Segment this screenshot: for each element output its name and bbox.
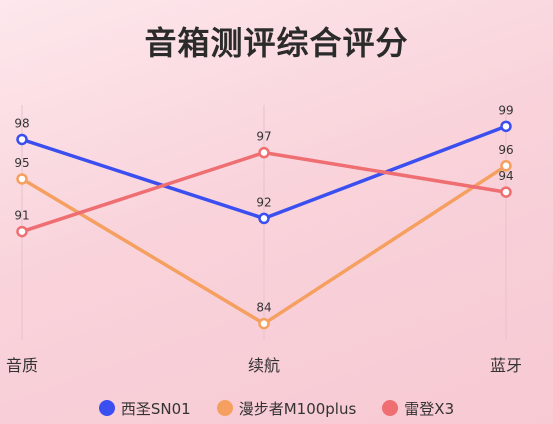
x-tick-label: 音质 bbox=[6, 356, 38, 375]
legend-item: 雷登X3 bbox=[382, 398, 454, 419]
data-point bbox=[16, 225, 28, 238]
legend-label: 雷登X3 bbox=[404, 399, 455, 418]
data-label: 91 bbox=[14, 209, 29, 223]
data-point bbox=[500, 186, 512, 198]
x-tick-label: 蓝牙 bbox=[490, 356, 522, 375]
data-label: 92 bbox=[256, 195, 271, 209]
data-point bbox=[500, 160, 512, 172]
data-label: 84 bbox=[256, 301, 271, 315]
legend-marker bbox=[216, 400, 233, 416]
chart-title: 音箱测评综合评分 bbox=[144, 24, 409, 62]
data-point bbox=[258, 146, 270, 159]
x-tick-label: 续航 bbox=[248, 356, 280, 375]
data-label: 96 bbox=[498, 143, 513, 157]
data-label: 95 bbox=[14, 156, 29, 170]
data-label: 99 bbox=[498, 103, 513, 117]
legend: 西圣SN01 漫步者M100plus 雷登X3 bbox=[0, 396, 553, 420]
legend-item: 漫步者M100plus bbox=[216, 398, 357, 419]
data-point bbox=[500, 120, 512, 133]
legend-item: 西圣SN01 bbox=[98, 398, 191, 419]
legend-marker bbox=[382, 400, 399, 416]
data-point bbox=[258, 212, 270, 225]
data-point bbox=[258, 317, 270, 330]
legend-label: 漫步者M100plus bbox=[238, 399, 357, 418]
legend-marker bbox=[98, 400, 115, 416]
data-point bbox=[16, 173, 28, 185]
data-label: 94 bbox=[498, 169, 513, 183]
data-label: 97 bbox=[256, 130, 271, 144]
data-label: 98 bbox=[14, 116, 29, 130]
legend-label: 西圣SN01 bbox=[120, 399, 191, 418]
data-point bbox=[16, 133, 28, 146]
